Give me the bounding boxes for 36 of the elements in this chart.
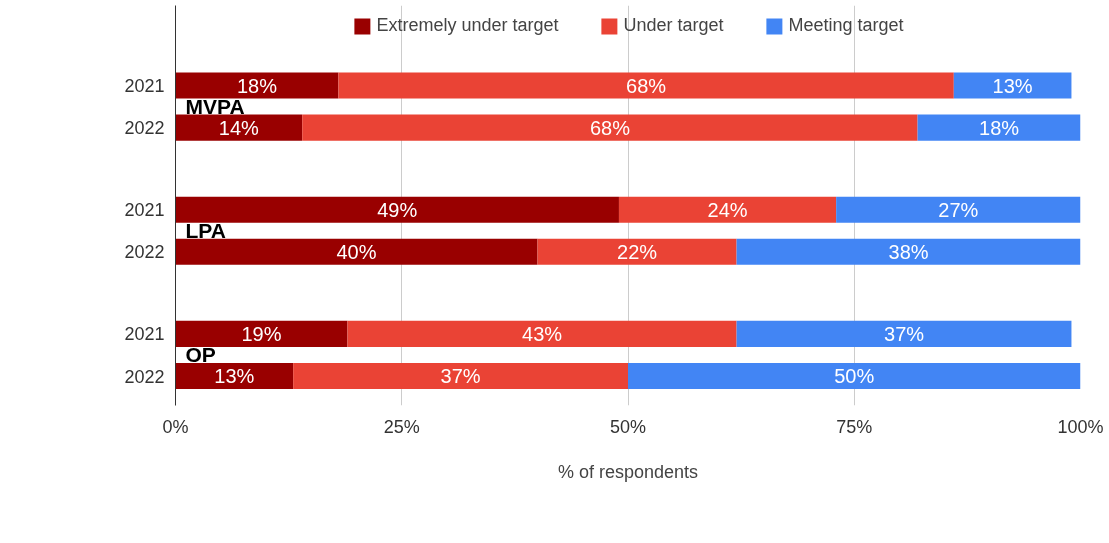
text: 37% — [884, 322, 925, 345]
text: 24% — [707, 198, 748, 221]
text: 68% — [626, 74, 667, 97]
x-tick-label: 100% — [1057, 416, 1104, 437]
annotation: MVPA — [185, 95, 245, 119]
y-tick-label: 2021 — [124, 200, 165, 221]
legend-label: Under target — [623, 15, 724, 36]
text: 13% — [214, 365, 255, 388]
x-tick-label: 25% — [383, 416, 420, 437]
text: 68% — [589, 116, 630, 139]
text: 18% — [236, 74, 277, 97]
y-tick-label: 2021 — [124, 76, 165, 96]
text: 27% — [938, 198, 979, 221]
legend-label: Meeting target — [788, 15, 904, 36]
x-tick-label: 75% — [836, 416, 873, 437]
text: 49% — [377, 198, 418, 221]
text: 13% — [992, 74, 1033, 97]
annotation: LPA — [185, 219, 226, 243]
text: 18% — [979, 116, 1020, 139]
x-tick-label: 50% — [609, 416, 647, 437]
text: 19% — [241, 322, 282, 345]
text: 38% — [888, 240, 929, 263]
text: 43% — [522, 322, 563, 345]
annotation: OP — [185, 343, 216, 367]
x-axis-title: % of respondents — [557, 461, 699, 482]
text: 22% — [617, 240, 658, 263]
y-tick-label: 2022 — [124, 118, 165, 139]
x-tick-label: 0% — [162, 416, 189, 437]
legend-label: Extremely under target — [376, 15, 559, 36]
text: 50% — [834, 365, 875, 388]
text: 40% — [336, 240, 377, 263]
text: 37% — [440, 365, 481, 388]
text: 14% — [218, 116, 259, 139]
y-tick-label: 2022 — [124, 366, 165, 387]
y-tick-label: 2021 — [124, 324, 165, 345]
y-tick-label: 2022 — [124, 242, 165, 263]
